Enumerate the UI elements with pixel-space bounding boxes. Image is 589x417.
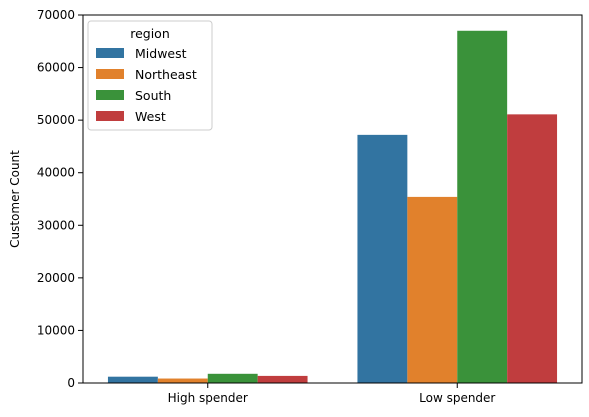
legend-title: region [130, 26, 170, 41]
bar-northeast-low-spender [407, 196, 458, 383]
y-axis: 0 10000 20000 30000 40000 50000 60000 70000 [37, 8, 83, 390]
bar-south-high-spender [207, 373, 258, 383]
bar-northeast-high-spender [157, 378, 208, 383]
bar-south-low-spender [457, 30, 508, 384]
y-axis-label: Customer Count [8, 150, 22, 248]
legend-label-south: South [135, 88, 171, 103]
x-axis: High spender Low spender [168, 383, 495, 405]
legend-label-west: West [135, 109, 166, 124]
y-tick-label: 30000 [37, 218, 75, 232]
x-tick-label: High spender [168, 391, 248, 405]
y-tick-label: 40000 [37, 166, 75, 180]
y-tick-label: 50000 [37, 113, 75, 127]
legend: region Midwest Northeast South West [87, 20, 213, 131]
plot-frame [82, 14, 583, 384]
y-tick-label: 70000 [37, 8, 75, 22]
y-tick-label: 10000 [37, 323, 75, 337]
y-tick-label: 60000 [37, 61, 75, 75]
legend-swatch-northeast [96, 69, 124, 79]
bars-layer [107, 30, 558, 384]
legend-label-midwest: Midwest [135, 46, 187, 61]
bar-midwest-high-spender [107, 376, 158, 383]
legend-swatch-west [96, 111, 124, 121]
axes-layer [82, 14, 583, 384]
x-tick-label: Low spender [419, 391, 495, 405]
legend-label-northeast: Northeast [135, 67, 197, 82]
legend-swatch-south [96, 90, 124, 100]
legend-swatch-midwest [96, 48, 124, 58]
y-tick-label: 0 [67, 376, 75, 390]
bar-west-high-spender [257, 375, 308, 383]
bar-west-low-spender [507, 114, 558, 384]
y-tick-label: 20000 [37, 271, 75, 285]
bar-midwest-low-spender [357, 134, 408, 383]
